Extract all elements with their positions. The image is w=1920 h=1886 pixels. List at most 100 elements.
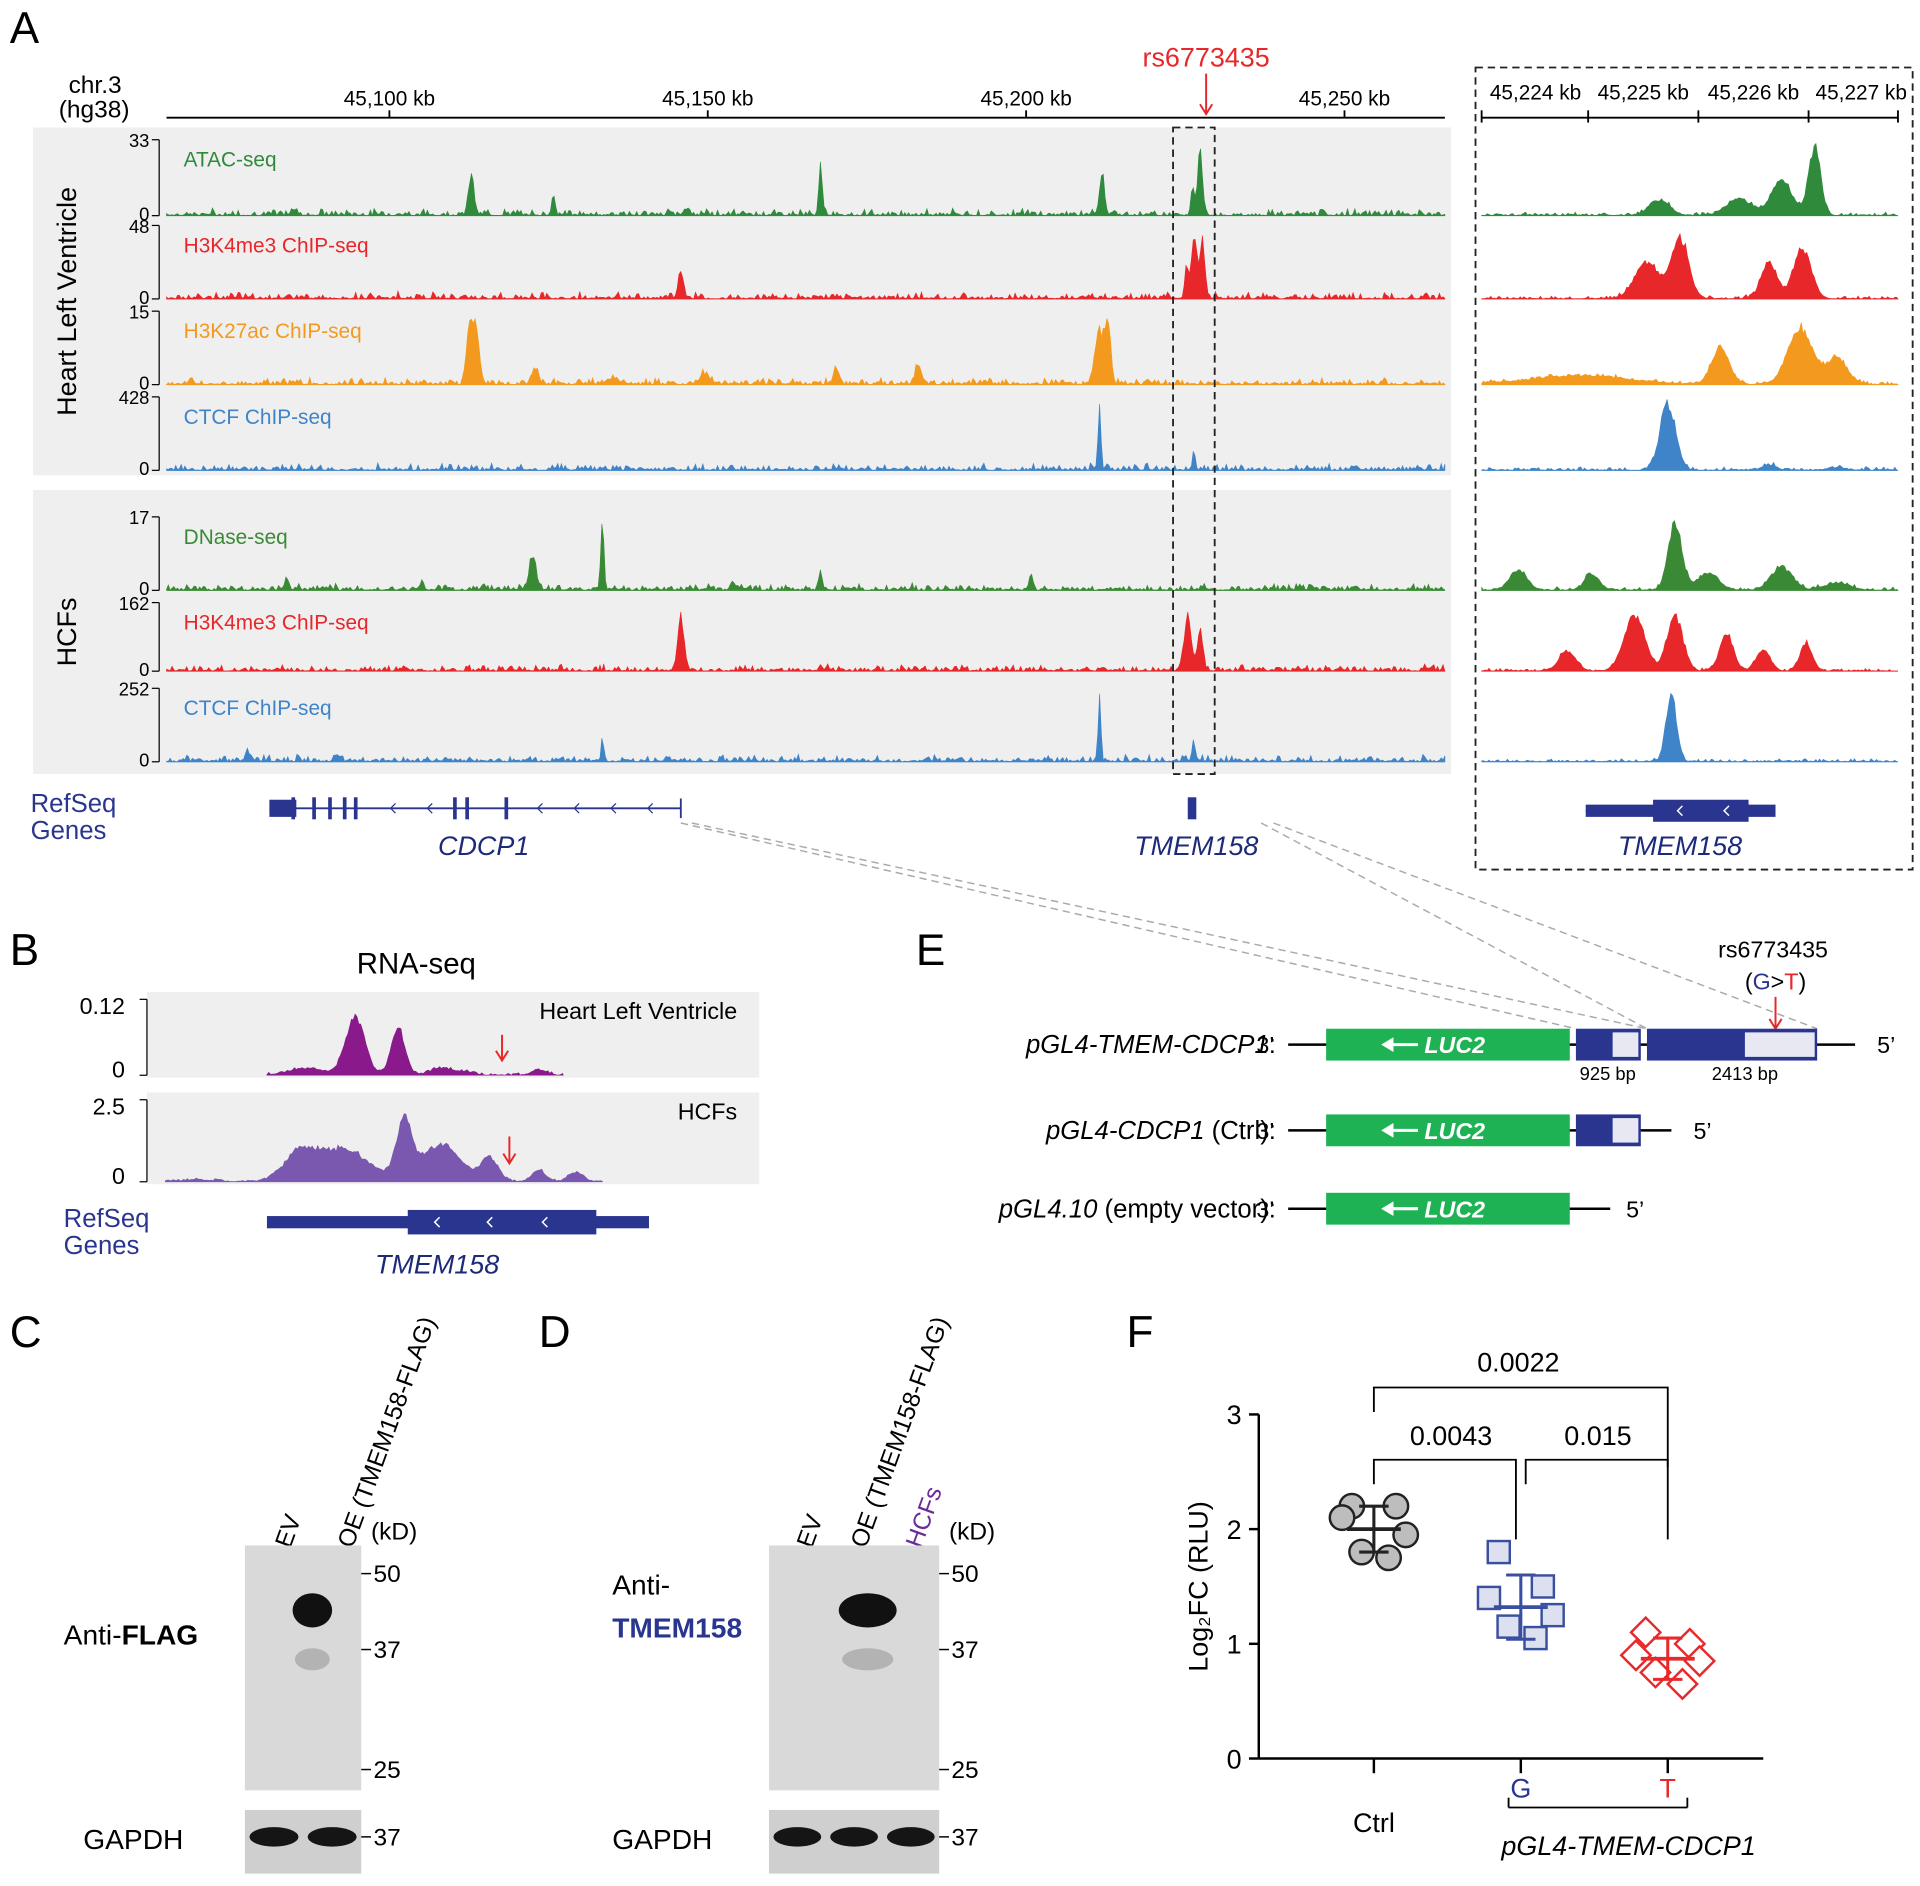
loading-band <box>830 1827 878 1847</box>
gene-name: CDCP1 <box>438 831 529 861</box>
track-name: HCFs <box>678 1098 737 1124</box>
gene-name: TMEM158 <box>1618 831 1742 861</box>
marker-label: 25 <box>373 1757 400 1784</box>
insert-cdcp1-utr <box>1612 1032 1639 1057</box>
five-prime: 5’ <box>1693 1118 1711 1144</box>
strand-chevron <box>646 802 654 814</box>
p-value: 0.0043 <box>1410 1421 1492 1451</box>
construct-name-part: pGL4-TMEM-CDCP1 <box>1025 1031 1269 1059</box>
data-point <box>1328 1504 1356 1532</box>
zoom-tick-label: 45,225 kb <box>1598 81 1689 104</box>
strand-chevron <box>1723 805 1730 817</box>
luc2-arrow-head <box>1381 1201 1394 1217</box>
zoom-signal <box>1481 613 1899 672</box>
y-tick-label: 1 <box>1227 1630 1242 1660</box>
track-max-label: 17 <box>129 507 149 528</box>
strand-chevron <box>486 1216 493 1228</box>
marker-label: 50 <box>373 1561 400 1588</box>
refseq-label: Genes <box>31 817 107 845</box>
strand-chevron <box>541 1216 548 1228</box>
loading-label: GAPDH <box>83 1824 183 1855</box>
five-prime: 5’ <box>1626 1196 1644 1222</box>
track-signal <box>166 611 1446 673</box>
track-min-label: 0 <box>139 373 149 394</box>
loading-label: GAPDH <box>612 1824 712 1855</box>
arrow-head <box>502 1153 517 1166</box>
snp-label: rs6773435 <box>1718 937 1828 963</box>
track-signal <box>166 693 1446 763</box>
track-group-label: Heart Left Ventricle <box>52 187 82 416</box>
track-name: DNase-seq <box>184 526 288 549</box>
axis-tick-label: 45,250 kb <box>1299 87 1390 110</box>
rna-signal <box>165 1113 603 1183</box>
gene-exon <box>1187 797 1197 820</box>
data-point <box>1629 1615 1663 1649</box>
track-min-label: 0 <box>139 204 149 225</box>
track-max-label: 48 <box>129 216 149 237</box>
x-tick-label: T <box>1660 1774 1676 1804</box>
allele-label-part: T <box>1784 969 1798 995</box>
arrow-head <box>1768 1018 1783 1031</box>
data-point <box>1683 1644 1717 1678</box>
track-min-label: 0 <box>139 458 149 479</box>
track-signal <box>166 317 1446 386</box>
gene-exon <box>504 797 509 820</box>
p-value: 0.0022 <box>1477 1348 1559 1378</box>
strand-chevron <box>536 802 543 814</box>
gene-exon <box>342 797 347 820</box>
luc2-arrow-head <box>1381 1123 1394 1138</box>
gene-name: TMEM158 <box>1134 831 1258 861</box>
significance-bracket <box>1524 1458 1669 1540</box>
x-tick-label: Ctrl <box>1353 1808 1395 1838</box>
luc2-box <box>1326 1028 1570 1061</box>
track-min-label: 0 <box>139 578 149 599</box>
gene-exon <box>269 799 297 817</box>
zoom-signal <box>1481 399 1899 471</box>
track-max-label: 15 <box>129 302 149 323</box>
track-signal <box>166 403 1446 472</box>
blot-band-faint <box>842 1648 894 1671</box>
construct-name-part: (Ctrl): <box>1205 1117 1276 1145</box>
construct-name: pGL4-CDCP1 (Ctrl): <box>1045 1117 1276 1145</box>
marker-label: 37 <box>951 1637 978 1664</box>
gene-exon <box>453 797 457 820</box>
data-point <box>1486 1539 1512 1565</box>
track-max-label: 2.5 <box>93 1093 125 1119</box>
axis-tick-label: 45,100 kb <box>344 87 435 110</box>
strand-chevron <box>433 1216 441 1228</box>
blot-band-faint <box>294 1648 330 1671</box>
data-point <box>1476 1585 1502 1611</box>
gene-exon <box>353 797 358 820</box>
loading-band <box>249 1827 299 1847</box>
luc2-label: LUC2 <box>1424 1032 1485 1058</box>
construct-name-part: pGL4-CDCP1 <box>1045 1117 1205 1145</box>
y-axis-title: Log₂FC (RLU) <box>1183 1501 1213 1672</box>
track-max-label: 162 <box>119 593 150 614</box>
y-tick-label: 2 <box>1227 1515 1242 1545</box>
track-name: H3K4me3 ChIP-seq <box>184 612 369 635</box>
data-point <box>1540 1602 1565 1628</box>
marker-label: 37 <box>373 1637 400 1664</box>
gene-exon <box>312 797 316 820</box>
track-max-label: 252 <box>119 679 150 700</box>
strand-chevron <box>610 802 617 814</box>
construct-name-part: (empty vector): <box>1097 1195 1276 1223</box>
zoom-tick-label: 45,226 kb <box>1708 81 1799 104</box>
luc2-label: LUC2 <box>1424 1118 1485 1144</box>
allele-label: (G>T) <box>1745 969 1806 995</box>
marker-label: 50 <box>951 1561 978 1588</box>
y-tick-label: 0 <box>1227 1744 1242 1774</box>
kd-label: (kD) <box>949 1518 995 1545</box>
gene-cds <box>407 1209 597 1235</box>
zoom-signal <box>1481 520 1899 591</box>
luc2-label: LUC2 <box>1424 1196 1485 1222</box>
panel-letter: C <box>10 1308 42 1357</box>
data-point <box>1619 1638 1653 1672</box>
luc2-box <box>1326 1114 1570 1147</box>
strand-chevron <box>573 802 580 814</box>
gene-exon <box>465 797 469 820</box>
panel-letter: B <box>10 926 39 975</box>
panel-letter: A <box>10 4 40 53</box>
construct-name: pGL4-TMEM-CDCP1: <box>1025 1031 1276 1059</box>
track-min-label: 0 <box>139 750 149 771</box>
